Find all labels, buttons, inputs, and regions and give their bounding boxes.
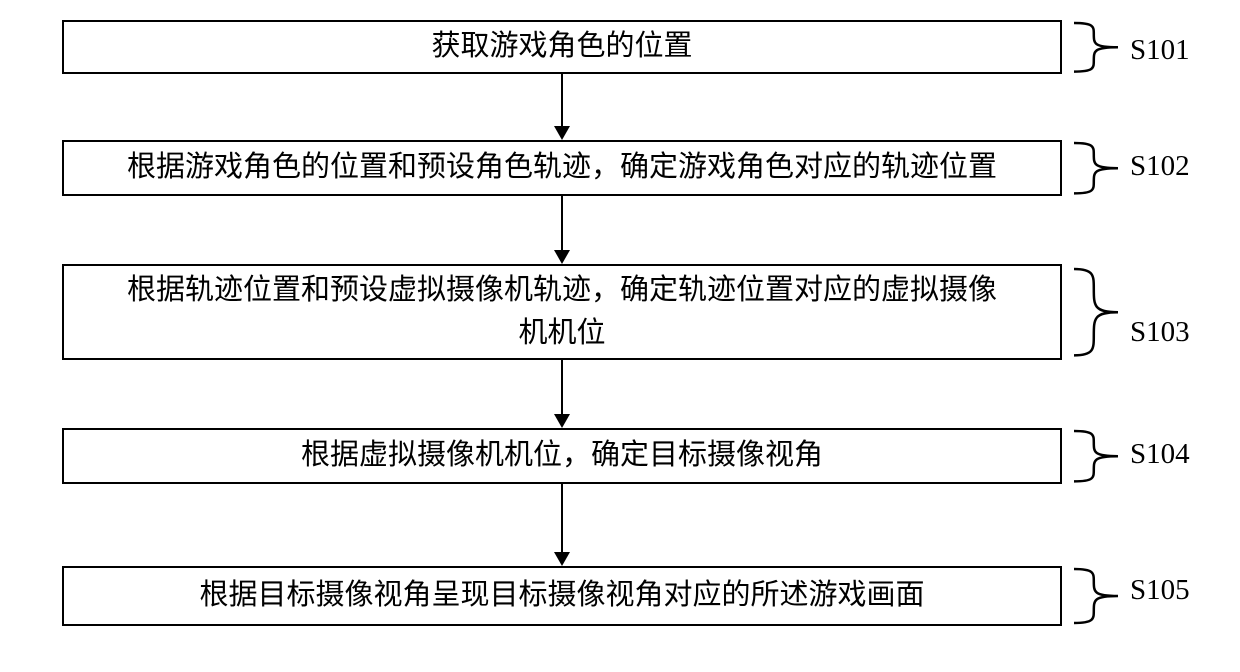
step-text-s105: 根据目标摄像视角呈现目标摄像视角对应的所述游戏画面 [199,574,924,618]
arrow-line-s102-to-s103 [561,196,563,250]
brace-s102 [1074,143,1118,193]
arrow-head-s101-to-s102 [554,126,570,140]
step-box-s103: 根据轨迹位置和预设虚拟摄像机轨迹，确定轨迹位置对应的虚拟摄像 机机位 [62,264,1062,360]
step-text-s104: 根据虚拟摄像机机位，确定目标摄像视角 [301,434,823,478]
step-text-s103: 根据轨迹位置和预设虚拟摄像机轨迹，确定轨迹位置对应的虚拟摄像 机机位 [127,269,997,356]
arrow-line-s103-to-s104 [561,360,563,414]
brace-s103 [1074,269,1118,355]
step-box-s105: 根据目标摄像视角呈现目标摄像视角对应的所述游戏画面 [62,566,1062,626]
arrow-head-s102-to-s103 [554,250,570,264]
brace-s105 [1074,569,1118,623]
arrow-head-s104-to-s105 [554,552,570,566]
step-label-s104: S104 [1130,438,1190,471]
flowchart-canvas: 获取游戏角色的位置 S101 根据游戏角色的位置和预设角色轨迹，确定游戏角色对应的轨… [0,0,1240,672]
step-label-s105: S105 [1130,574,1190,607]
step-label-s103: S103 [1130,316,1190,349]
step-label-s102: S102 [1130,150,1190,183]
brace-s101 [1074,23,1118,72]
step-box-s101: 获取游戏角色的位置 [62,20,1062,74]
step-box-s104: 根据虚拟摄像机机位，确定目标摄像视角 [62,428,1062,484]
step-text-s101: 获取游戏角色的位置 [431,25,692,69]
step-box-s102: 根据游戏角色的位置和预设角色轨迹，确定游戏角色对应的轨迹位置 [62,140,1062,196]
brace-s104 [1074,431,1118,481]
arrow-line-s104-to-s105 [561,484,563,552]
step-text-s102: 根据游戏角色的位置和预设角色轨迹，确定游戏角色对应的轨迹位置 [127,146,997,190]
arrow-head-s103-to-s104 [554,414,570,428]
step-label-s101: S101 [1130,34,1190,67]
arrow-line-s101-to-s102 [561,74,563,126]
